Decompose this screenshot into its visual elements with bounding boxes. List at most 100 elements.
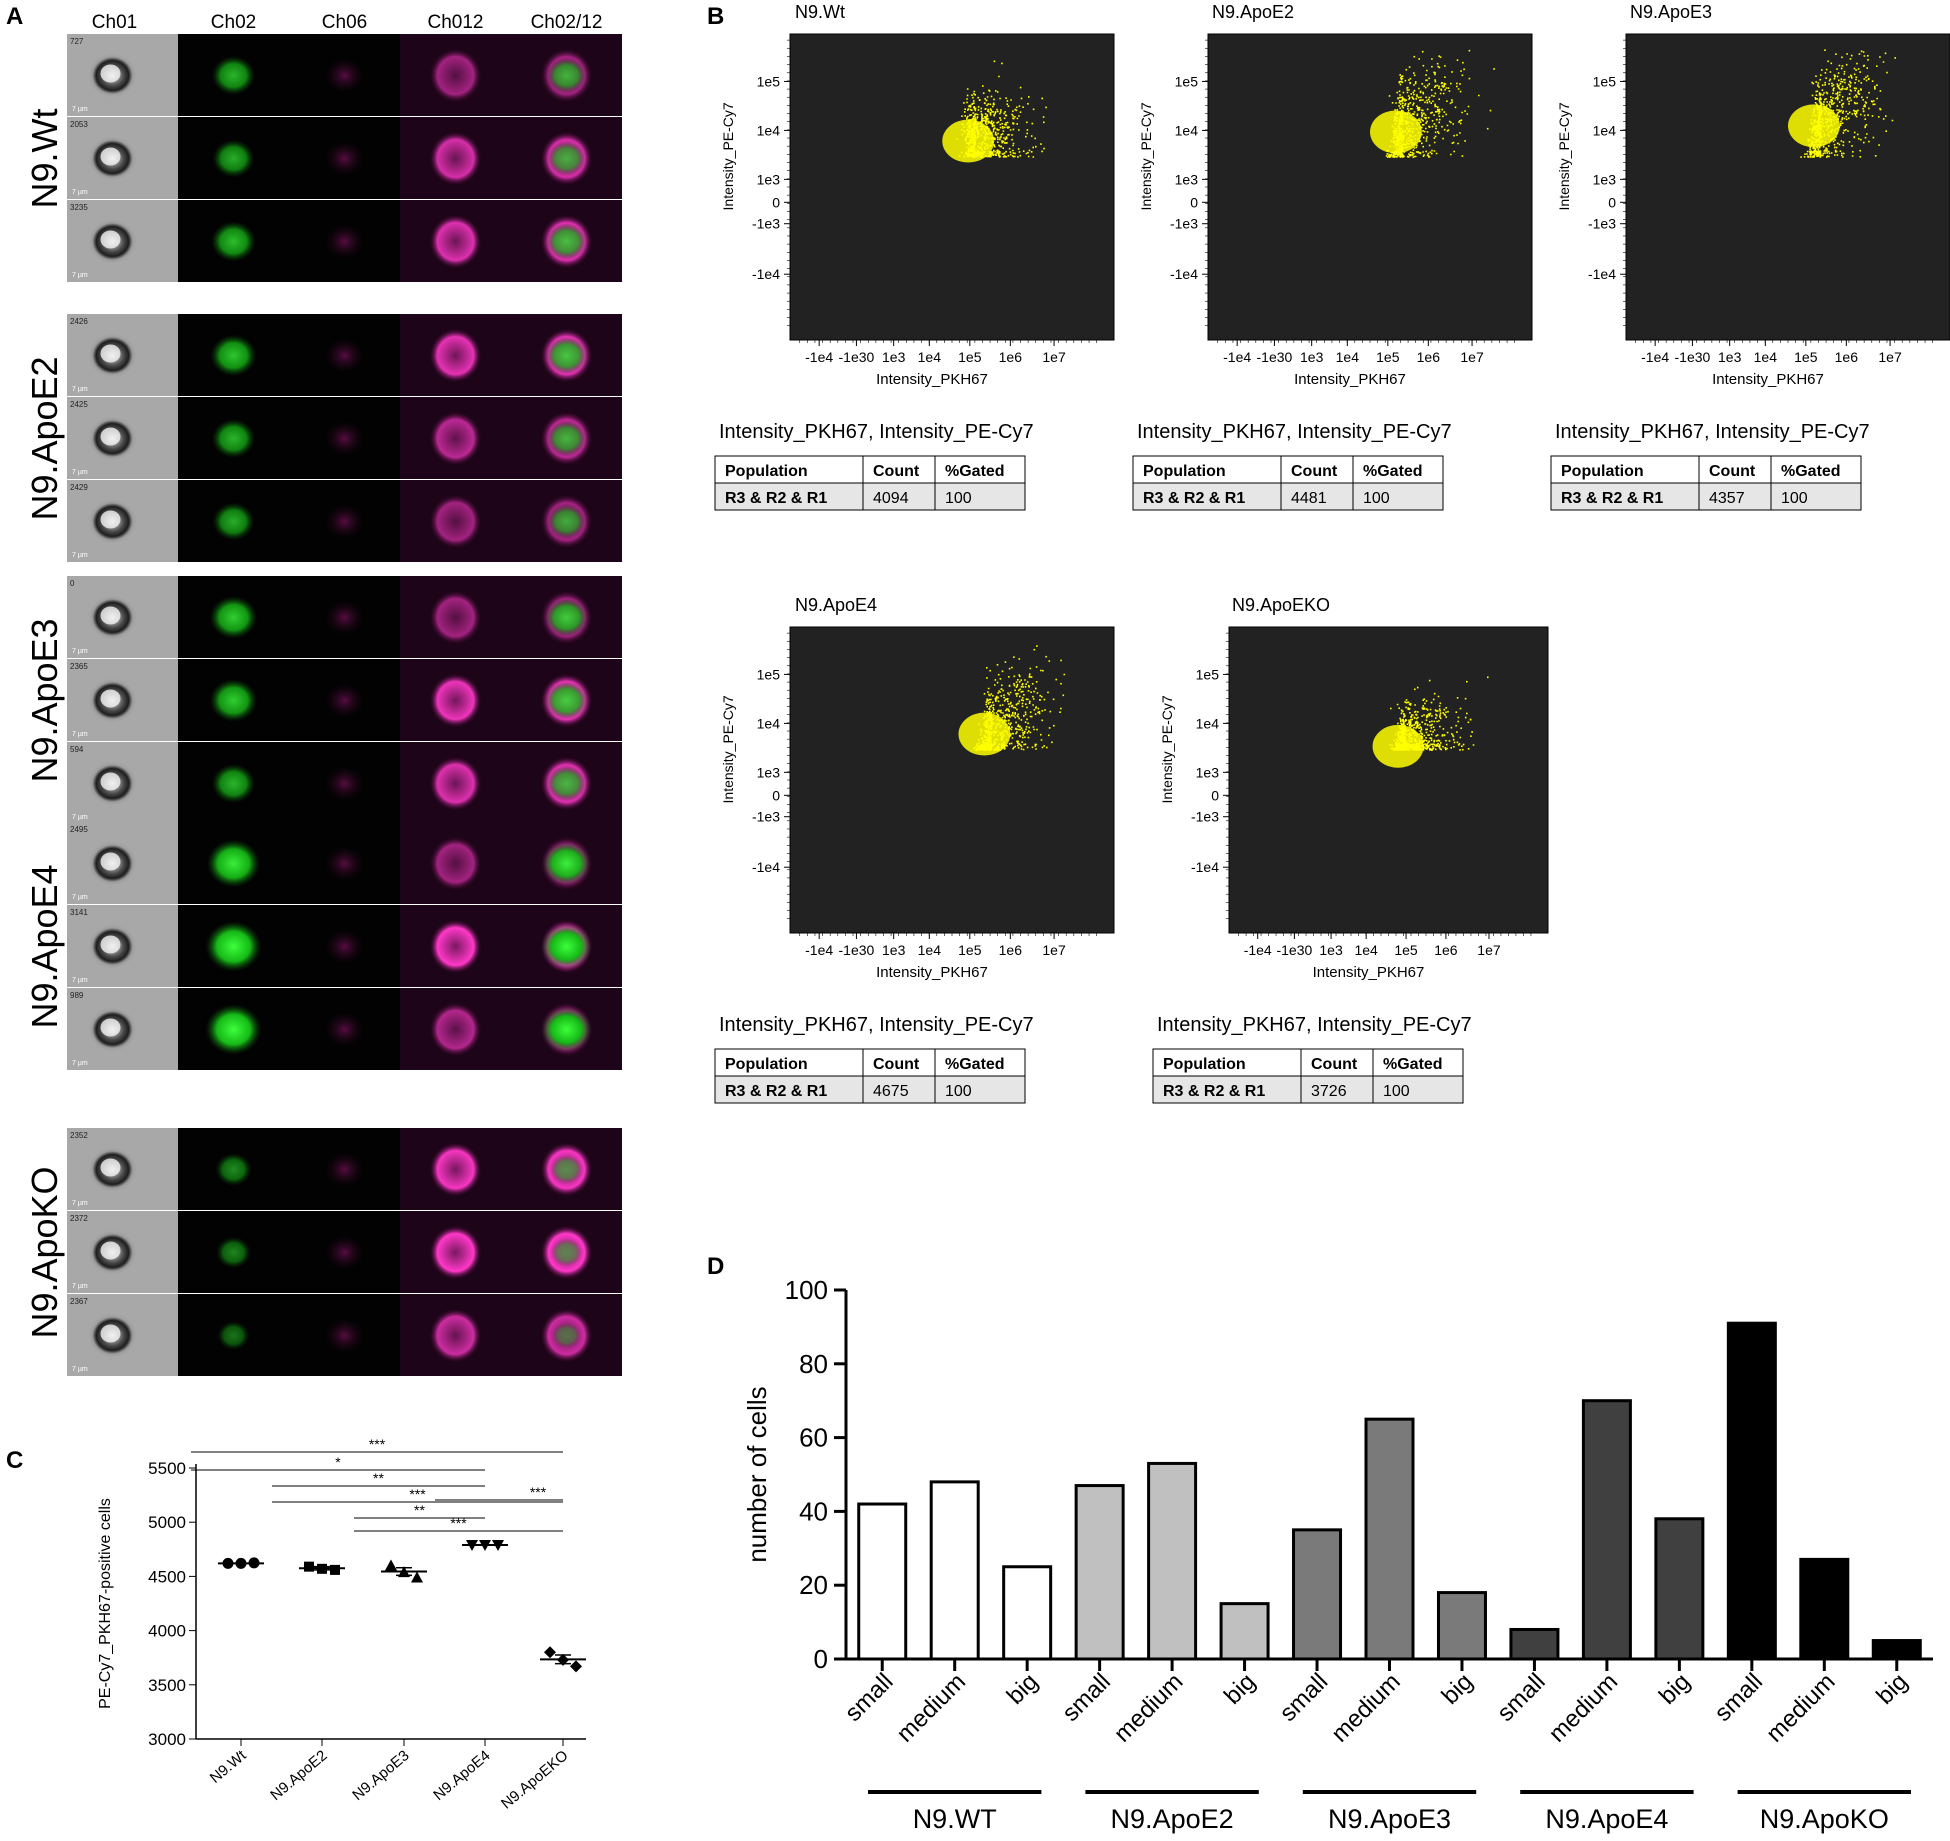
scale-bar-label: 7 µm	[72, 189, 88, 196]
x-tick-label: N9.ApoE3	[349, 1747, 412, 1804]
scale-bar-label: 7 µm	[72, 731, 88, 738]
y-tick-label: 0	[1211, 787, 1219, 803]
x-tick-label: 1e7	[1477, 942, 1501, 958]
event-density-core	[942, 119, 995, 163]
overlay-green	[545, 337, 588, 374]
table-header-cell	[1300, 1048, 1374, 1077]
scale-bar-label: 7 µm	[72, 1366, 88, 1373]
table-value: R3 & R2 & R1	[725, 490, 827, 507]
image-group: N9.ApoE3 0 7 µm 2365 7 µm 594 7 µm	[24, 576, 622, 825]
brightfield-nucleus	[100, 147, 121, 166]
data-point	[492, 1539, 504, 1551]
x-tick-label: big	[1002, 1668, 1044, 1710]
data-point	[398, 1566, 410, 1578]
x-tick-label: medium	[1761, 1668, 1840, 1747]
group-label: N9.ApoE3	[1328, 1804, 1451, 1834]
y-tick-label: 4500	[148, 1567, 186, 1586]
overlay-green	[546, 223, 587, 260]
green-signal	[212, 139, 255, 178]
table-value-cell	[714, 482, 864, 511]
magenta-signal	[429, 494, 482, 549]
magenta-signal	[429, 673, 482, 728]
brightfield-nucleus	[100, 1018, 121, 1037]
magenta-signal	[429, 1308, 482, 1363]
group-label: N9.ApoE2	[24, 356, 65, 520]
y-tick-label: 1e5	[1175, 73, 1199, 89]
magenta-signal	[429, 48, 482, 103]
y-axis-label: Intensity_PE-Cy7	[720, 695, 736, 803]
ch06-signal	[324, 223, 365, 260]
channel-header: Ch02	[211, 12, 256, 33]
table-header: Count	[1709, 463, 1756, 480]
panel-letter-a: A	[6, 3, 23, 30]
significance-label: ***	[530, 1484, 547, 1500]
data-point	[544, 1646, 556, 1659]
scale-bar-label: 7 µm	[72, 1200, 88, 1207]
table-header: %Gated	[1383, 1056, 1443, 1073]
stats-title: Intensity_PKH67, Intensity_PE-Cy7	[1137, 421, 1452, 443]
green-signal	[211, 55, 256, 96]
brightfield-nucleus	[100, 1241, 121, 1260]
event-id: 2426	[70, 317, 88, 326]
table-header-cell	[1352, 455, 1444, 484]
significance-label: ***	[450, 1515, 467, 1531]
x-tick-label: small	[1057, 1668, 1116, 1727]
plot-title: N9.ApoE3	[1630, 2, 1712, 22]
event-density-core	[1788, 104, 1840, 148]
magenta-signal	[429, 214, 482, 269]
ch06-signal	[324, 337, 365, 374]
overlay-green	[547, 504, 586, 539]
ch06-signal	[324, 1151, 365, 1188]
event-id: 727	[70, 37, 84, 46]
y-tick-label: 1e5	[757, 73, 781, 89]
scale-bar-label: 7 µm	[72, 814, 88, 821]
event-density-core	[1370, 110, 1422, 154]
x-tick-label: 1e7	[1460, 349, 1484, 365]
scale-bar-label: 7 µm	[72, 552, 88, 559]
magenta-signal	[429, 1142, 482, 1197]
panel-c-dot-plot: 3000 3500 4000 4500 5000 5500 PE-Cy7_PKH67-pos…	[97, 1436, 586, 1813]
green-signal	[211, 418, 256, 459]
ch06-signal	[324, 1317, 365, 1354]
table-header: Count	[1311, 1056, 1358, 1073]
y-tick-label: 1e4	[1196, 715, 1220, 731]
y-tick-label: 80	[799, 1349, 828, 1379]
ch06-signal	[324, 928, 365, 965]
bar	[1436, 1591, 1487, 1661]
y-tick-label: -1e4	[1588, 266, 1616, 282]
x-tick-label: 1e5	[958, 349, 982, 365]
y-tick-label: 1e3	[1196, 764, 1220, 780]
y-tick-label: 5000	[148, 1513, 186, 1532]
y-axis-label: Intensity_PE-Cy7	[1556, 102, 1572, 210]
x-tick-label: 1e3	[882, 942, 906, 958]
brightfield-nucleus	[100, 1158, 121, 1177]
data-point	[317, 1563, 327, 1574]
x-tick-label: -1e4	[805, 942, 833, 958]
table-value-cell	[934, 1075, 1026, 1104]
ch06-signal	[324, 140, 365, 177]
table-header: Population	[1561, 463, 1644, 480]
flow-plot: N9.ApoE4-1e4 -1e30 1e3 1e4 1e5 1e6 1e71e51e41e…	[714, 595, 1115, 1104]
table-header: Population	[1163, 1056, 1246, 1073]
overlay-green	[545, 598, 588, 637]
group-label: N9.ApoKO	[24, 1166, 65, 1338]
y-tick-label: 60	[799, 1423, 828, 1453]
y-tick-label: 3500	[148, 1676, 186, 1695]
y-tick-label: 1e4	[757, 715, 781, 731]
y-tick-label: 0	[772, 194, 780, 210]
panel-b-flow-plots: N9.Wt-1e4 -1e30 1e3 1e4 1e5 1e6 1e71e51e41e30-…	[714, 2, 1950, 1104]
y-tick-label: -1e3	[1170, 216, 1198, 232]
x-tick-label: small	[1275, 1668, 1334, 1727]
bar	[1799, 1557, 1850, 1661]
x-tick-label: big	[1654, 1668, 1696, 1710]
x-tick-label: 1e5	[1376, 349, 1400, 365]
brightfield-nucleus	[100, 1324, 121, 1343]
ch06-signal	[324, 682, 365, 719]
table-header: Count	[873, 463, 920, 480]
table-value-cell	[1152, 1075, 1302, 1104]
x-tick-label: 1e6	[1835, 349, 1859, 365]
significance-label: ***	[369, 1436, 386, 1452]
x-axis-label: Intensity_PKH67	[1712, 371, 1824, 388]
